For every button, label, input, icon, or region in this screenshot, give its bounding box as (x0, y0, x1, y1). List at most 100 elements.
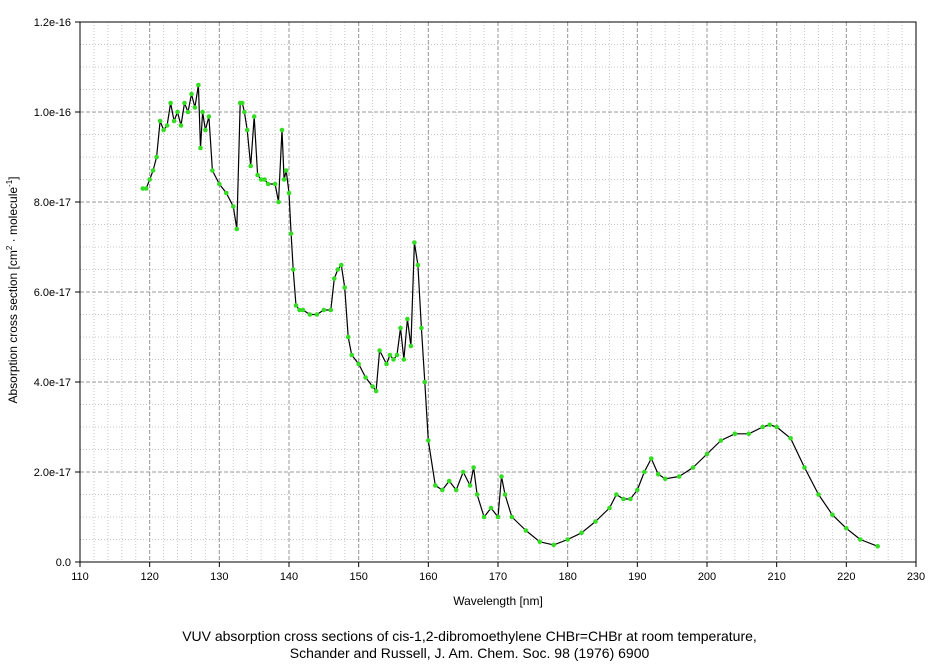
data-point (488, 505, 494, 511)
data-point (732, 431, 738, 437)
data-point (760, 424, 765, 430)
data-point (704, 451, 710, 457)
data-point (189, 91, 194, 97)
data-series (140, 82, 880, 549)
data-point (143, 186, 149, 191)
data-point (460, 469, 466, 475)
data-point (265, 181, 271, 187)
data-point (290, 267, 296, 272)
x-tick-label: 140 (280, 571, 298, 583)
data-point (242, 109, 247, 115)
x-tick-label: 110 (71, 571, 89, 583)
data-point (244, 127, 250, 133)
data-point (767, 422, 772, 428)
data-point (858, 537, 863, 542)
grid-lines (79, 21, 917, 563)
data-point (281, 177, 287, 182)
data-point (621, 496, 626, 502)
data-point (224, 190, 229, 196)
caption-line-1: VUV absorption cross sections of cis-1,2… (182, 628, 757, 644)
caption-line-2: Schander and Russell, J. Am. Chem. Soc. … (289, 645, 650, 661)
data-point (802, 465, 807, 470)
data-point (398, 325, 403, 331)
data-point (509, 514, 515, 520)
data-point (440, 487, 445, 493)
data-point (332, 276, 337, 281)
data-point (370, 384, 375, 389)
data-point (279, 127, 285, 133)
data-point (875, 544, 880, 549)
data-point (551, 542, 556, 548)
x-axis-title: Wavelength [nm] (453, 594, 543, 608)
data-point (175, 109, 180, 115)
x-tick-label: 160 (419, 571, 437, 583)
data-point (288, 231, 294, 236)
x-tick-label: 220 (837, 571, 855, 583)
data-point (206, 114, 212, 119)
data-point (147, 177, 152, 182)
data-point (422, 379, 428, 385)
data-point (635, 487, 640, 493)
y-axis-title-exponent-1: 2 (5, 245, 14, 250)
y-tick-label: 1.2e-16 (34, 17, 71, 29)
data-point (168, 100, 173, 106)
data-point (718, 438, 724, 443)
data-point (433, 483, 438, 488)
data-point (210, 168, 215, 173)
data-point (154, 154, 159, 160)
data-point (185, 109, 191, 115)
data-point (200, 109, 205, 115)
data-point (307, 312, 313, 317)
data-point (283, 168, 289, 173)
data-point (565, 537, 570, 542)
data-point (415, 262, 421, 268)
x-tick-label: 200 (698, 571, 716, 583)
data-point (182, 100, 187, 106)
data-point (593, 519, 598, 524)
data-point (335, 267, 341, 272)
data-point (203, 127, 208, 133)
data-point (349, 352, 355, 358)
data-point (272, 181, 278, 187)
y-tick-label: 8.0e-17 (34, 197, 71, 209)
data-point (537, 539, 543, 545)
data-point (676, 474, 682, 479)
y-axis-title-middle: · molecule (6, 187, 20, 246)
data-point (251, 114, 257, 119)
data-point (321, 307, 327, 313)
data-point (373, 388, 379, 394)
data-point (788, 436, 793, 441)
chart-figure: 110 120 130 140 150 160 170 180 190 200 210 220 230 … (5, 17, 925, 608)
data-point (276, 199, 281, 205)
y-tick-label: 4.0e-17 (34, 377, 71, 389)
data-point (628, 496, 633, 502)
data-point (328, 307, 334, 313)
y-axis-title-suffix: ] (6, 176, 20, 179)
y-axis-title: Absorption cross section [cm2 · molecule… (5, 176, 20, 403)
data-point (286, 190, 292, 196)
data-point (258, 177, 264, 182)
data-point (198, 145, 203, 151)
data-point (746, 431, 752, 437)
data-point (234, 226, 240, 232)
data-point (363, 375, 368, 380)
data-point (474, 492, 480, 497)
data-point (171, 118, 177, 124)
data-point (453, 487, 459, 493)
data-point (345, 334, 351, 340)
data-point (339, 262, 344, 268)
data-point (408, 343, 414, 349)
data-point (502, 492, 508, 497)
data-point (579, 530, 584, 536)
data-point (356, 361, 362, 367)
x-tick-label: 210 (767, 571, 785, 583)
data-point (816, 492, 821, 497)
data-point (614, 492, 619, 497)
x-tick-label: 230 (907, 571, 925, 583)
data-point (446, 478, 452, 484)
data-point (300, 307, 306, 313)
y-axis: 0.0 2.0e-17 4.0e-17 6.0e-17 8.0e-17 1.0e-16 1.… (34, 17, 80, 569)
data-point (231, 204, 236, 209)
data-point (830, 512, 835, 518)
y-axis-title-prefix: Absorption cross section [cm (6, 250, 20, 403)
